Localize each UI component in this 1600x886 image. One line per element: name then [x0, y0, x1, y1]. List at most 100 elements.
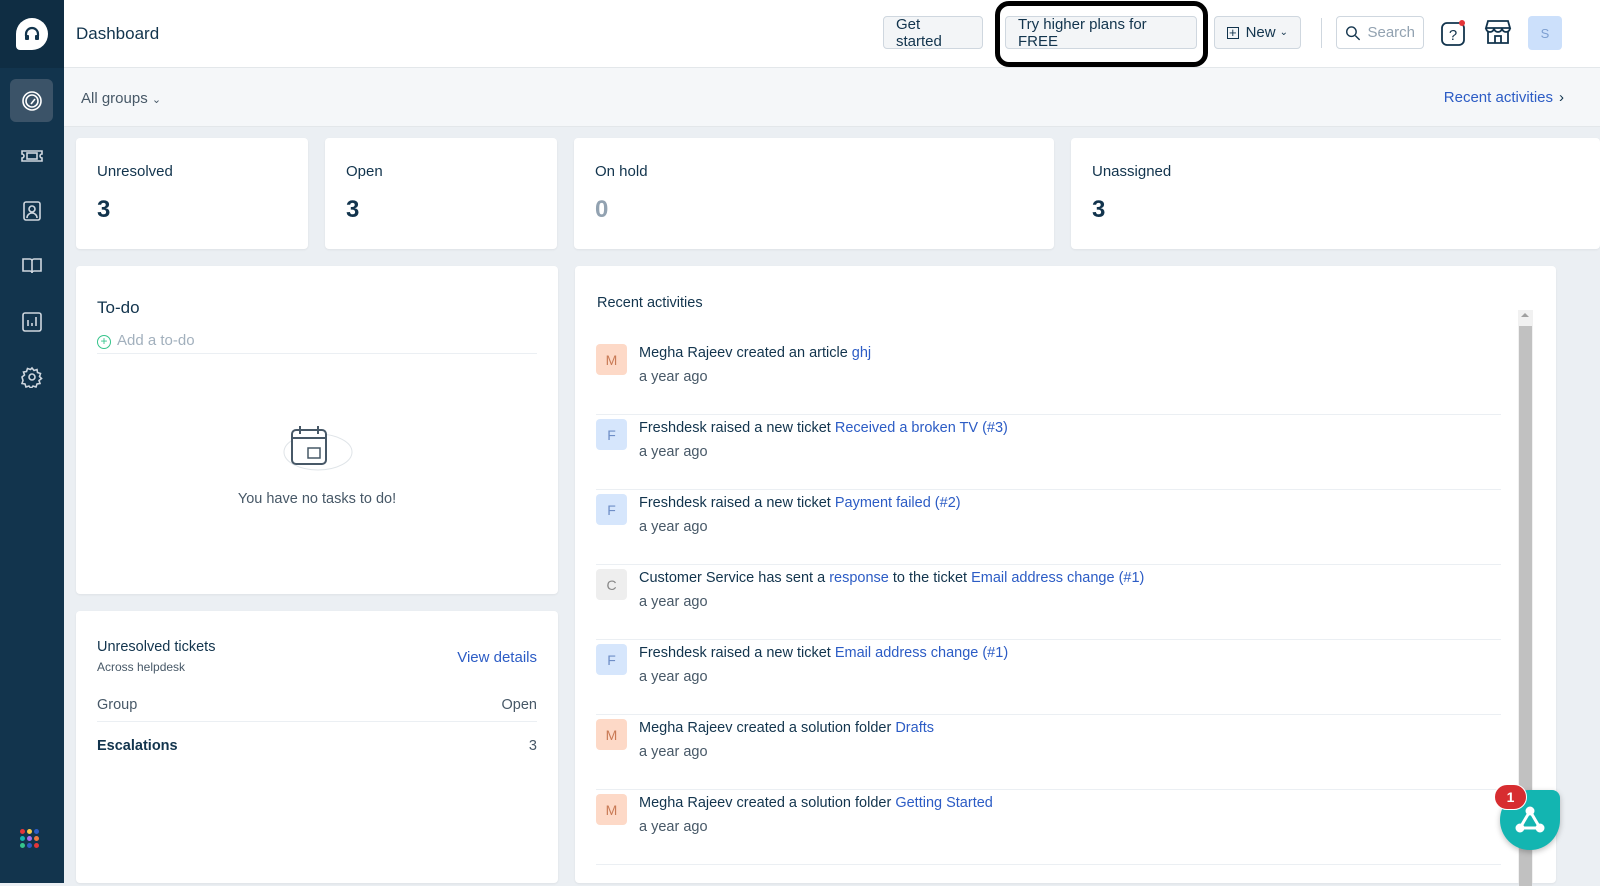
activity-avatar: F [596, 494, 627, 525]
activity-item: M Megha Rajeev created a solution folder… [596, 790, 1501, 865]
activity-time: a year ago [639, 819, 708, 835]
activity-actor: Freshdesk [639, 495, 707, 511]
plus-circle-icon: + [97, 335, 111, 349]
subheader: All groups ⌄ Recent activities › [64, 68, 1600, 127]
activity-avatar: C [596, 569, 627, 600]
activity-actor: Megha Rajeev [639, 720, 733, 736]
unresolved-subtitle: Across helpdesk [97, 660, 186, 674]
activity-actor: Freshdesk [639, 420, 707, 436]
unresolved-tickets-card: Unresolved tickets Across helpdesk View … [76, 611, 558, 883]
get-started-button[interactable]: Get started [883, 16, 983, 50]
sidebar-item-reports[interactable] [10, 300, 53, 343]
activity-item: M Megha Rajeev created a solution folder… [596, 715, 1501, 790]
stat-unassigned[interactable]: Unassigned 3 [1071, 138, 1600, 249]
todo-card: To-do + Add a to-do You have no tasks to … [76, 266, 558, 594]
gauge-icon [21, 90, 42, 111]
activity-time: a year ago [639, 519, 708, 535]
activity-time: a year ago [639, 744, 708, 760]
activity-actor: Freshdesk [639, 645, 707, 661]
help-icon[interactable]: ? [1440, 20, 1468, 53]
activity-actor: Customer Service [639, 570, 755, 586]
activity-item: F Freshdesk raised a new ticket Email ad… [596, 640, 1501, 715]
activity-link[interactable]: Getting Started [895, 795, 993, 811]
try-higher-plans-button[interactable]: Try higher plans for FREE [1005, 16, 1197, 50]
svg-text:?: ? [1449, 27, 1457, 44]
divider [1321, 18, 1322, 48]
sidebar [0, 0, 64, 883]
top-header: Dashboard Get started Try higher plans f… [64, 0, 1600, 68]
chart-icon [21, 311, 42, 332]
chevron-down-icon: ⌄ [1279, 27, 1288, 38]
empty-todo-message: You have no tasks to do! [237, 491, 397, 507]
activity-text: raised a new ticket [706, 420, 835, 436]
todo-title: To-do [97, 298, 140, 317]
activity-link[interactable]: Email address change (#1) [834, 645, 1009, 661]
activity-item: C Customer Service has sent a response t… [596, 565, 1501, 640]
stat-on-hold[interactable]: On hold 0 [574, 138, 1054, 249]
user-avatar[interactable]: S [1528, 16, 1562, 50]
activity-link[interactable]: response [829, 570, 889, 586]
activity-text: created a solution folder [732, 720, 896, 736]
activity-time: a year ago [639, 669, 708, 685]
stat-open[interactable]: Open 3 [325, 138, 557, 249]
activity-link[interactable]: Received a broken TV (#3) [834, 420, 1008, 436]
activity-link[interactable]: Drafts [895, 720, 934, 736]
plus-square-icon: + [1227, 24, 1239, 40]
activity-actor: Megha Rajeev [639, 795, 733, 811]
unresolved-title: Unresolved tickets [97, 639, 216, 655]
page-title: Dashboard [76, 24, 160, 43]
ticket-icon [20, 149, 43, 162]
activity-avatar: F [596, 644, 627, 675]
activity-text: created an article [732, 345, 852, 361]
table-header: Group Open [97, 697, 537, 722]
freshdesk-logo[interactable] [0, 0, 64, 68]
new-button[interactable]: + New ⌄ [1214, 16, 1301, 49]
activity-avatar: F [596, 419, 627, 450]
activity-avatar: M [596, 344, 627, 375]
gear-icon [20, 366, 43, 388]
table-row[interactable]: Escalations 3 [97, 738, 537, 754]
search-icon [1346, 25, 1361, 40]
activity-text: has sent a [754, 570, 830, 586]
activity-text: created a solution folder [732, 795, 896, 811]
chevron-down-icon: ⌄ [151, 94, 162, 106]
recent-activities-title: Recent activities [597, 295, 703, 311]
chevron-right-icon: › [1559, 89, 1564, 106]
activity-text: raised a new ticket [706, 495, 835, 511]
activity-link[interactable]: Email address change (#1) [971, 570, 1145, 586]
add-todo-input[interactable]: + Add a to-do [97, 332, 537, 354]
activity-item: F Freshdesk raised a new ticket Received… [596, 415, 1501, 490]
scrollbar[interactable] [1518, 310, 1533, 886]
marketplace-store-icon[interactable] [1484, 18, 1512, 51]
activity-time: a year ago [639, 594, 708, 610]
search-button[interactable]: Search [1336, 16, 1424, 49]
activity-avatar: M [596, 794, 627, 825]
book-icon [21, 257, 42, 273]
activity-time: a year ago [639, 369, 708, 385]
sidebar-item-dashboard[interactable] [10, 79, 53, 122]
sidebar-item-admin[interactable] [10, 355, 53, 398]
highlight-annotation [995, 1, 1208, 67]
activity-link[interactable]: Payment failed (#2) [834, 495, 961, 511]
activity-text: to the ticket [888, 570, 972, 586]
recent-activities-card: Recent activities M Megha Rajeev created… [575, 266, 1556, 886]
activity-actor: Megha Rajeev [639, 345, 733, 361]
sidebar-item-contacts[interactable] [10, 189, 53, 232]
view-details-link[interactable]: View details [457, 649, 537, 666]
activity-avatar: M [596, 719, 627, 750]
activity-text: raised a new ticket [706, 645, 835, 661]
activity-item: M Megha Rajeev created an article ghj a … [596, 340, 1501, 415]
notification-badge: 1 [1494, 784, 1527, 810]
network-icon [1515, 806, 1545, 833]
groups-filter[interactable]: All groups ⌄ [81, 90, 162, 107]
sidebar-item-solutions[interactable] [10, 244, 53, 287]
calendar-icon [280, 406, 356, 477]
recent-activities-link[interactable]: Recent activities › [1443, 89, 1564, 106]
activity-link[interactable]: ghj [851, 345, 872, 361]
apps-grid-icon[interactable] [20, 829, 39, 848]
activity-item: F Freshdesk raised a new ticket Payment … [596, 490, 1501, 565]
activity-time: a year ago [639, 444, 708, 460]
sidebar-item-tickets[interactable] [10, 134, 53, 177]
stat-unresolved[interactable]: Unresolved 3 [76, 138, 308, 249]
contact-icon [22, 200, 41, 221]
